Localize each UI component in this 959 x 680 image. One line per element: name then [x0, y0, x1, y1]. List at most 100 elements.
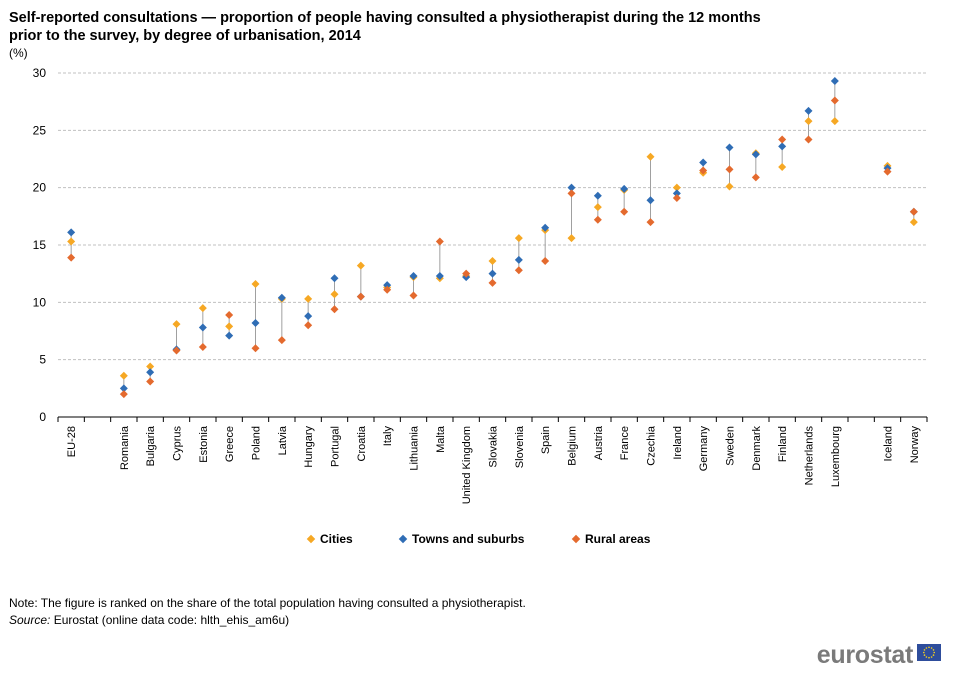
legend-item-towns: Towns and suburbs	[398, 532, 524, 546]
x-tick-label: EU-28	[66, 426, 78, 457]
x-tick-label: France	[619, 426, 631, 460]
x-tick-label: Sweden	[725, 426, 737, 466]
flag-star	[930, 656, 933, 658]
data-point-towns	[225, 331, 234, 340]
figure-source: Source: Eurostat (online data code: hlth…	[9, 613, 289, 627]
data-point-towns	[277, 293, 286, 302]
data-point-towns	[251, 318, 260, 327]
data-point-rural	[725, 165, 734, 174]
data-point-towns	[488, 269, 497, 278]
y-tick-label: 25	[33, 123, 47, 137]
data-point-cities	[198, 304, 207, 313]
x-tick-label: Croatia	[356, 425, 368, 461]
data-point-towns	[409, 271, 418, 280]
flag-star	[923, 649, 926, 651]
x-tick-label: Belgium	[567, 426, 579, 466]
data-point-cities	[67, 237, 76, 246]
data-point-towns	[146, 368, 155, 377]
data-point-cities	[514, 234, 523, 243]
data-point-rural	[435, 237, 444, 246]
legend-label-rural: Rural areas	[585, 532, 651, 546]
data-point-rural	[330, 305, 339, 314]
x-tick-label: Austria	[593, 425, 605, 460]
data-point-rural	[146, 377, 155, 386]
data-points	[67, 77, 918, 399]
data-point-rural	[751, 173, 760, 182]
range-lines	[70, 81, 915, 395]
data-point-cities	[172, 320, 181, 329]
data-point-cities	[488, 257, 497, 266]
data-point-rural	[225, 310, 234, 319]
x-tick-label: Malta	[435, 425, 447, 453]
data-point-rural	[514, 266, 523, 275]
data-point-rural	[462, 269, 471, 278]
data-point-rural	[620, 207, 629, 216]
data-point-cities	[909, 218, 918, 227]
data-point-rural	[198, 343, 207, 352]
data-point-towns	[725, 143, 734, 152]
data-point-towns	[304, 312, 313, 321]
data-point-rural	[383, 285, 392, 294]
x-tick-label: Hungary	[303, 426, 315, 468]
data-point-rural	[409, 291, 418, 300]
y-tick-label: 10	[33, 295, 47, 309]
x-tick-label: Luxembourg	[830, 426, 842, 487]
data-point-towns	[119, 384, 128, 393]
source-label: Source:	[9, 613, 51, 627]
data-point-cities	[672, 183, 681, 192]
data-point-rural	[277, 336, 286, 345]
data-point-cities	[567, 234, 576, 243]
data-point-towns	[567, 183, 576, 192]
flag-star	[932, 649, 935, 651]
data-point-towns	[435, 271, 444, 280]
x-tick-label: Finland	[777, 426, 789, 462]
y-axis-ticks: 0 5 10 15 20 25 30	[33, 66, 47, 424]
chart-title: Self-reported consultations — proportion…	[9, 10, 761, 44]
data-point-cities	[778, 163, 787, 172]
data-point-rural	[672, 193, 681, 202]
flag-star	[925, 647, 928, 649]
x-tick-label: Estonia	[198, 425, 210, 463]
data-point-towns	[593, 191, 602, 200]
data-point-rural	[883, 167, 892, 176]
eurostat-logo: eurostat	[816, 641, 914, 669]
y-tick-label: 5	[39, 353, 46, 367]
data-point-rural	[356, 292, 365, 301]
x-tick-label: Slovenia	[514, 425, 526, 468]
x-tick-label: Ireland	[672, 426, 684, 460]
data-point-towns	[330, 274, 339, 283]
data-point-rural	[909, 207, 918, 216]
x-tick-label: Italy	[382, 426, 394, 447]
data-point-cities	[830, 117, 839, 126]
data-point-cities	[225, 322, 234, 331]
data-point-towns	[383, 281, 392, 290]
y-axis-unit: (%)	[9, 46, 28, 60]
data-point-towns	[67, 228, 76, 237]
x-tick-label: Bulgaria	[145, 425, 157, 466]
y-tick-label: 20	[33, 181, 47, 195]
data-point-cities	[330, 290, 339, 299]
x-axis	[57, 416, 928, 422]
data-point-towns	[646, 196, 655, 205]
x-tick-label: Portugal	[330, 426, 342, 467]
data-point-rural	[541, 257, 550, 266]
flag-star	[930, 647, 933, 649]
x-tick-label: Poland	[251, 426, 263, 460]
x-tick-label: Iceland	[883, 426, 895, 461]
data-point-rural	[593, 215, 602, 224]
data-point-cities	[593, 203, 602, 212]
x-tick-label: Denmark	[751, 426, 763, 471]
x-tick-label: Slovakia	[488, 425, 500, 467]
flag-star	[928, 646, 930, 649]
flag-star	[933, 651, 935, 654]
flag-star	[928, 656, 930, 659]
data-point-towns	[672, 189, 681, 198]
grid-lines	[58, 72, 927, 361]
data-point-towns	[541, 223, 550, 232]
data-point-rural	[304, 321, 313, 330]
x-tick-label: Spain	[540, 426, 552, 454]
data-point-rural	[830, 96, 839, 105]
data-point-towns	[751, 150, 760, 159]
data-point-cities	[119, 371, 128, 380]
